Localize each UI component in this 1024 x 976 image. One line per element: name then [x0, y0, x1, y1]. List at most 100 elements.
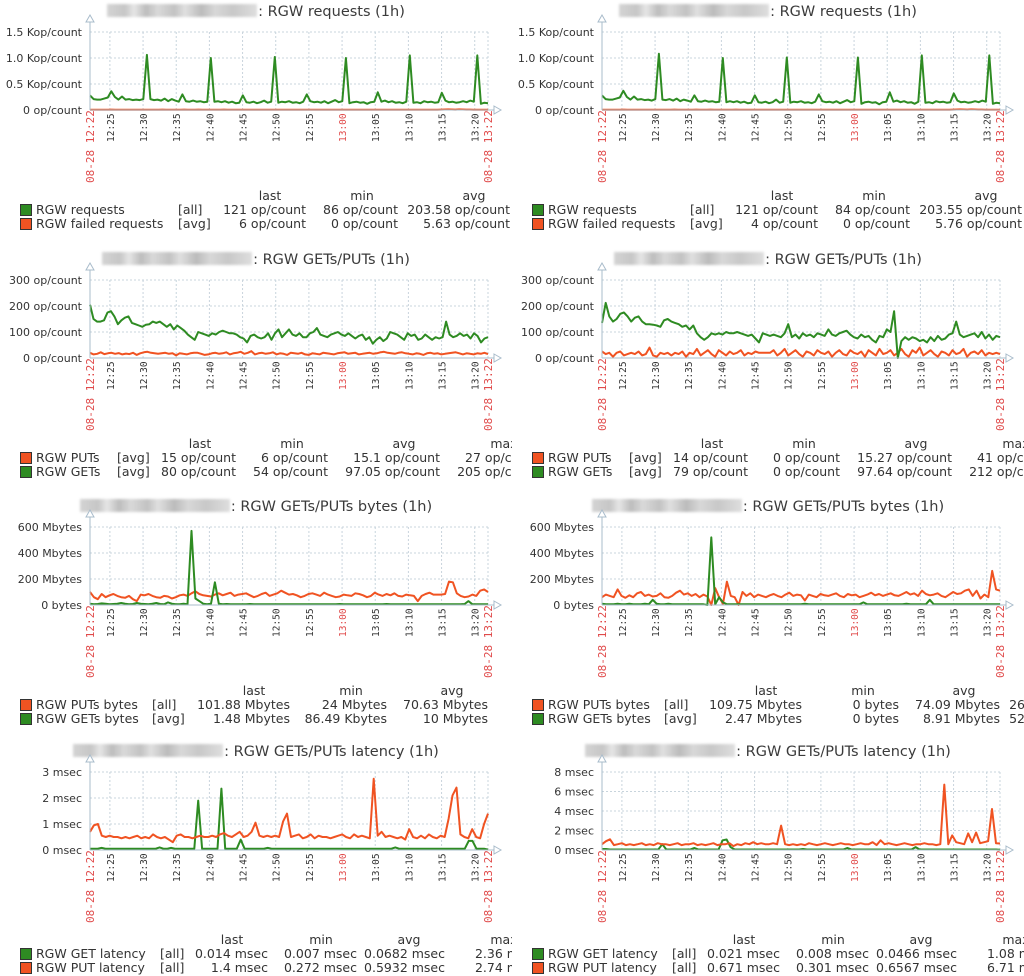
legend-value-last: 2.47 Mbytes — [724, 711, 802, 726]
legend-color-swatch — [532, 699, 544, 711]
graph-title: : RGW GETs/PUTs bytes (1h) — [0, 499, 512, 515]
x-tick-label: 13:05 — [371, 608, 382, 637]
legend-color-swatch — [20, 466, 32, 478]
graph-canvas: 3 msec 2 msec 1 msec 0 msec 12:25 12:30 12:35 1… — [42, 753, 503, 923]
legend-row: RGW PUT latency [all] 0.671 msec 0.301 msec… — [512, 960, 1024, 975]
x-tick-label: 12:35 — [172, 608, 183, 637]
legend-value-last: 121 op/count — [223, 202, 306, 217]
x-tick-label: 13:20 — [983, 853, 994, 882]
legend-series-name: RGW PUTs — [36, 450, 100, 465]
legend-series-name: RGW PUTs — [548, 450, 612, 465]
legend-value-min: 0 op/count — [843, 216, 910, 231]
x-tick-label: 12:40 — [205, 113, 216, 142]
legend-color-swatch — [532, 948, 544, 960]
x-tick-label: 12:30 — [651, 608, 662, 637]
legend-column-max: max — [490, 932, 512, 947]
x-tick-label: 13:15 — [438, 853, 449, 882]
x-tick-label: 12:55 — [305, 608, 316, 637]
y-axis-arrow-icon — [85, 13, 95, 23]
legend-color-swatch — [20, 962, 32, 974]
x-tick-label: 12:45 — [751, 608, 762, 637]
legend-row: RGW requests [all] 121 op/count 86 op/count… — [0, 202, 512, 217]
x-tick-label: 12:45 — [239, 608, 250, 637]
y-axis-arrow-icon — [85, 508, 95, 518]
graph-legend: lastminavgmaxRGW requests[all]121 op/cou… — [0, 188, 512, 236]
x-tick-label: 13:20 — [471, 361, 482, 390]
y-tick-label: 100 op/count — [9, 326, 83, 339]
legend-color-swatch — [532, 218, 544, 230]
legend-value-last: 79 op/count — [673, 464, 748, 479]
y-axis-arrow-icon — [85, 753, 95, 763]
x-tick-label: 12:50 — [272, 361, 283, 390]
graph-panel: : RGW GETs/PUTs bytes (1h) 600 Mbytes 400 … — [0, 495, 512, 740]
x-start-label: 08-28 12:22 — [84, 850, 97, 923]
legend-series-function: [avg] — [629, 450, 662, 465]
legend-value-last: 80 op/count — [161, 464, 236, 479]
graph-legend: last min avg max RGW PUTs [avg] 15 op/count 6 o… — [0, 436, 512, 484]
legend-header: last min avg max — [512, 932, 1024, 947]
graph-canvas: 600 Mbytes 400 Mbytes 200 Mbytes 0 bytes 12:… — [18, 508, 503, 678]
legend-column-avg: avg — [952, 683, 976, 698]
legend-column-avg: avg — [440, 683, 464, 698]
legend-series-name: RGW GETs — [36, 464, 101, 479]
graph-panel: : RGW requests (1h) 1.5 Kop/count 1.0 Kop/… — [512, 0, 1024, 245]
legend-color-swatch — [532, 204, 544, 216]
x-start-label: 08-28 12:22 — [84, 358, 97, 431]
x-tick-label: 12:45 — [751, 361, 762, 390]
legend-series-function: [all] — [160, 946, 185, 961]
legend-column-max: max — [1002, 932, 1024, 947]
legend-value-min: 0 op/count — [773, 450, 840, 465]
x-tick-label: 12:55 — [817, 113, 828, 142]
x-tick-label: 13:20 — [471, 608, 482, 637]
graph-title-text: : RGW GETs/PUTs latency (1h) — [224, 744, 439, 760]
legend-series-name: RGW PUTs bytes — [548, 697, 650, 712]
graph-canvas: 600 Mbytes 400 Mbytes 200 Mbytes 0 bytes 12:… — [530, 508, 1015, 678]
legend-value-last: 0.021 msec — [706, 946, 780, 961]
legend-color-swatch — [20, 218, 32, 230]
legend-color-swatch — [20, 948, 32, 960]
legend-column-min: min — [280, 436, 304, 451]
legend-value-avg: 0.0682 msec — [364, 946, 445, 961]
legend-series-name: RGW requests — [36, 202, 125, 217]
x-tick-label: 12:45 — [751, 853, 762, 882]
x-end-label: 08-28 13:22 — [482, 605, 495, 678]
x-axis-arrow-icon — [493, 845, 503, 855]
graph-legend: last min avg max RGW GET latency [all] 0.021 m… — [512, 932, 1024, 976]
graph-canvas: 300 op/count 200 op/count 100 op/count 0 op… — [521, 261, 1015, 431]
y-tick-label: 3 msec — [42, 766, 82, 779]
legend-row: RGW GET latency [all] 0.021 msec 0.008 msec… — [512, 946, 1024, 961]
legend-series-name: RGW PUT latency — [548, 960, 657, 975]
redacted-host-name — [102, 252, 253, 265]
graph-title: : RGW GETs/PUTs (1h) — [512, 252, 1024, 268]
y-tick-label: 600 Mbytes — [18, 521, 83, 534]
y-tick-label: 0.5 Kop/count — [6, 78, 83, 91]
legend-series-function: [all] — [178, 202, 203, 217]
legend-row: RGW PUT latency [all] 1.4 msec 0.272 msec 0.… — [0, 960, 512, 975]
x-tick-label: 12:25 — [618, 608, 629, 637]
y-tick-label: 1 msec — [42, 818, 82, 831]
y-tick-label: 0 op/count — [535, 104, 595, 117]
graph-canvas: 1.5 Kop/count 1.0 Kop/count 0.5 Kop/count 0… — [518, 13, 1015, 183]
x-tick-label: 13:00 — [850, 113, 861, 142]
legend-column-avg: avg — [392, 436, 416, 451]
x-tick-label: 13:05 — [883, 113, 894, 142]
legend-color-swatch — [20, 452, 32, 464]
legend-value-max: 212 op/count — [969, 464, 1024, 479]
legend-value-avg: 15.1 op/count — [353, 450, 440, 465]
graph-title: : RGW GETs/PUTs (1h) — [0, 252, 512, 268]
legend-row: RGW GET latency [all] 0.014 msec 0.007 msec… — [0, 946, 512, 961]
legend-value-avg: 10 Mbytes — [422, 711, 488, 726]
x-tick-label: 12:30 — [651, 361, 662, 390]
legend-value-max: 2.36 msec — [474, 946, 512, 961]
legend-series-name: RGW GETs bytes — [36, 711, 139, 726]
legend-column-min: min — [851, 683, 875, 698]
legend-series-function: [all] — [672, 946, 697, 961]
legend-series-name: RGW PUTs bytes — [36, 697, 138, 712]
legend-value-max: 27 op/count — [465, 450, 512, 465]
x-axis-arrow-icon — [1005, 353, 1015, 363]
legend-column-last: last — [242, 683, 266, 698]
graph-title-text: : RGW GETs/PUTs (1h) — [765, 252, 922, 268]
graph-title: : RGW GETs/PUTs latency (1h) — [512, 744, 1024, 760]
legend-color-swatch — [20, 204, 32, 216]
series-line-rgw-get-latency — [90, 787, 489, 851]
